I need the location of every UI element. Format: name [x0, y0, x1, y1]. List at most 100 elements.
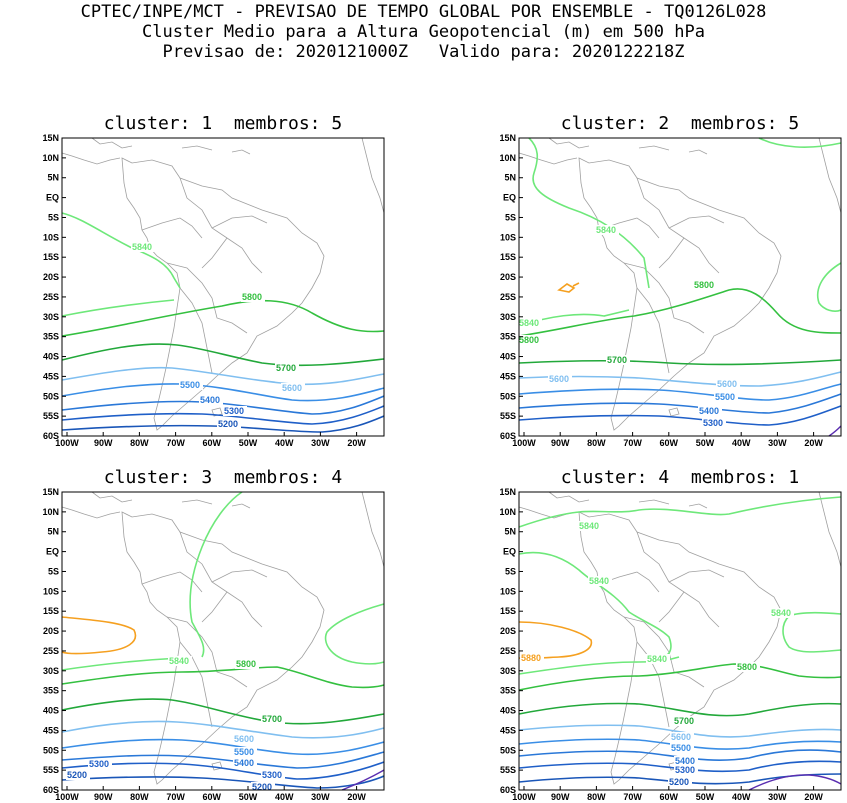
panel-4-lon-label-7: 30W	[768, 792, 787, 802]
panel-2-contour-label-7: 5500	[715, 392, 735, 402]
panel-1-contour-5400-6	[61, 395, 385, 415]
panel-3-contour-label-5: 5400	[234, 758, 254, 768]
panel-2-label-bg-7	[714, 392, 738, 402]
panel-4-label-bg-7	[670, 732, 694, 742]
panel-1-lon-label-0: 100W	[55, 438, 79, 448]
header-line-1: CPTEC/INPE/MCT - PREVISAO DE TEMPO GLOBA…	[80, 2, 767, 22]
panel-4-contour-label-7: 5600	[671, 732, 691, 742]
panel-3-lat-label-3: EQ	[46, 547, 59, 557]
panel-1-contour-label-4: 5500	[180, 380, 200, 390]
panel-4-lon-label-0: 100W	[512, 792, 536, 802]
panel-1-lon-label-2: 80W	[130, 438, 149, 448]
panel-1-contour-label-0: 5840	[132, 242, 152, 252]
panel-1-lon-label-3: 70W	[166, 438, 185, 448]
panel-1-lat-label-3: EQ	[46, 193, 59, 203]
panel-2-contour-label-5: 5600	[549, 374, 569, 384]
panel-1-lon-label-4: 60W	[203, 438, 222, 448]
panel-2-lat-label-11: 40S	[500, 352, 516, 362]
panel-4-lat-label-10: 35S	[500, 686, 516, 696]
panel-3-contour-5800-4	[61, 666, 385, 689]
panel-1-title: cluster: 1 membros: 5	[103, 113, 343, 134]
panel-1-label-bg-4	[179, 380, 203, 390]
panel-4-contour-5840-0	[518, 496, 842, 528]
panel-4-lon-label-8: 20W	[804, 792, 823, 802]
header-line-2: Cluster Medio para a Altura Geopotencial…	[142, 22, 705, 42]
panel-2-label-bg-1	[693, 280, 717, 290]
panel-4-lat-label-3: EQ	[503, 547, 516, 557]
panel-1-lon-label-8: 20W	[347, 438, 366, 448]
panel-2-lon-label-7: 30W	[768, 438, 787, 448]
panel-4-contour-label-4: 5880	[521, 653, 541, 663]
panel-2-contour-5500-8	[518, 383, 842, 401]
panel-2-label-bg-0	[595, 225, 619, 235]
panel-4-label-bg-2	[770, 608, 794, 618]
panel-3-label-bg-2	[261, 714, 285, 724]
panel-1-label-bg-0	[131, 242, 155, 252]
panel-4-lon-label-2: 80W	[587, 792, 606, 802]
panel-4-contour-low-12	[748, 774, 842, 791]
panel-3-contour-5840-2	[324, 603, 385, 665]
panel-2-frame	[518, 137, 842, 437]
panel-3-lat-label-4: 5S	[48, 566, 59, 576]
panel-3-lon-label-0: 100W	[55, 792, 79, 802]
panel-3-lat-label-12: 45S	[43, 725, 59, 735]
panel-1-contour-5600-4	[61, 366, 385, 386]
panel-4-frame	[518, 491, 842, 791]
panel-4-contour-label-10: 5300	[675, 765, 695, 775]
panel-1-lat-label-8: 25S	[43, 292, 59, 302]
panel-2-lat-label-15: 60S	[500, 431, 516, 441]
panel-2-lat-label-5: 10S	[500, 232, 516, 242]
panel-2-lat-label-8: 25S	[500, 292, 516, 302]
panel-4-contour-label-11: 5200	[669, 777, 689, 787]
panel-2-lat-label-4: 5S	[505, 212, 516, 222]
panel-2-lat-label-0: 15N	[499, 133, 516, 143]
panel-2-label-bg-6	[716, 379, 740, 389]
panel-3-contour-5880-3	[61, 616, 137, 655]
panel-3-contour-5300-9	[61, 761, 385, 780]
panel-3-label-bg-8	[66, 770, 90, 780]
panel-2-lon-label-0: 100W	[512, 438, 536, 448]
panel-3-contour-label-9: 5200	[252, 782, 272, 792]
panel-4-lon-label-3: 70W	[623, 792, 642, 802]
panel-1-contour-label-7: 5200	[218, 419, 238, 429]
panel-4-lat-label-6: 15S	[500, 606, 516, 616]
panel-4-title: cluster: 4 membros: 1	[560, 467, 800, 488]
panel-1-lat-label-4: 5S	[48, 212, 59, 222]
panel-4-contour-5800-5	[518, 663, 842, 691]
panel-3-label-bg-3	[233, 734, 257, 744]
panel-3-lat-label-0: 15N	[42, 487, 59, 497]
panel-2-contour-5840-2	[817, 262, 842, 312]
panel-3-label-bg-5	[233, 758, 257, 768]
panel-2-lat-label-3: EQ	[503, 193, 516, 203]
panel-4-contour-5700-6	[518, 702, 842, 717]
panel-2-lon-label-6: 40W	[732, 438, 751, 448]
panel-2-lon-label-2: 80W	[587, 438, 606, 448]
panel-2-contour-label-9: 5300	[703, 418, 723, 428]
panel-2-contour-label-3: 5800	[519, 335, 539, 345]
panel-4-label-bg-4	[520, 653, 544, 663]
panel-1-lon-label-5: 50W	[239, 438, 258, 448]
panel-1-label-bg-7	[217, 419, 241, 429]
panel-2-contour-5700-6	[518, 359, 842, 366]
panel-4-lat-label-9: 30S	[500, 666, 516, 676]
panel-2-lat-label-10: 35S	[500, 332, 516, 342]
panel-3-lat-label-15: 60S	[43, 785, 59, 795]
panel-2-label-bg-4	[606, 355, 630, 365]
panel-2-lat-label-2: 5N	[504, 173, 516, 183]
panel-3-background	[62, 492, 384, 790]
panel-3-lat-label-8: 25S	[43, 646, 59, 656]
panel-2-lat-label-14: 55S	[500, 411, 516, 421]
panel-3-lon-label-6: 40W	[275, 792, 294, 802]
panel-1-lon-label-7: 30W	[311, 438, 330, 448]
panel-3-contour-5200-10	[61, 775, 385, 789]
panel-4-contour-label-8: 5500	[671, 743, 691, 753]
panel-3-label-bg-4	[233, 747, 257, 757]
panel-2-label-bg-5	[548, 374, 572, 384]
panel-4-lat-label-14: 55S	[500, 765, 516, 775]
panel-2-contour-5600-7	[518, 371, 842, 387]
panel-3-lon-label-2: 80W	[130, 792, 149, 802]
panel-4-lat-label-13: 50S	[500, 745, 516, 755]
panel-1-label-bg-6	[223, 406, 247, 416]
